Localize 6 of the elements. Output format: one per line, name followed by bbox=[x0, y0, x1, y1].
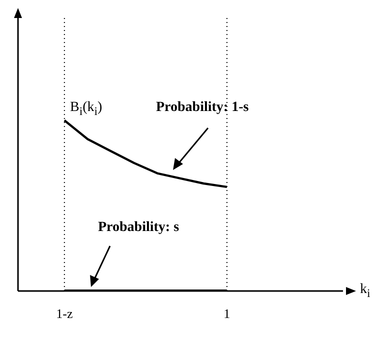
x-tick-label: 1-z bbox=[56, 306, 73, 322]
text: Probability: 1-s bbox=[156, 100, 249, 116]
text: B$_{i}$(k$_{i}$) bbox=[70, 100, 102, 118]
x-tick-label: 1 bbox=[224, 306, 230, 322]
text: k$_{i}$ bbox=[360, 282, 370, 300]
annotation: Probability: s bbox=[98, 220, 180, 236]
